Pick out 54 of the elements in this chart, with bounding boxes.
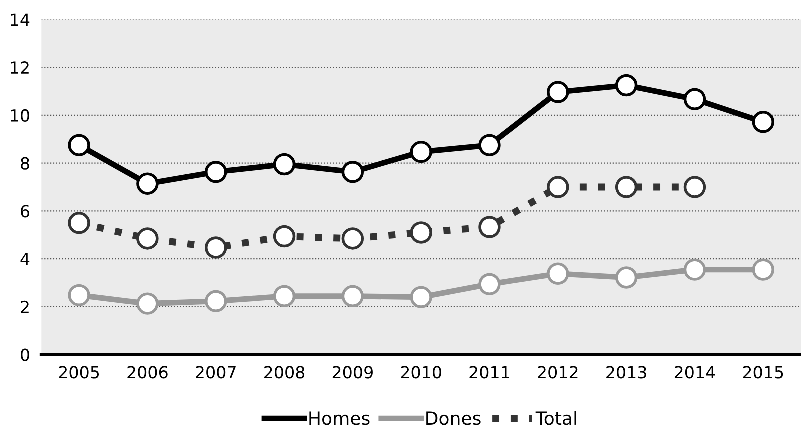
point: [68, 284, 90, 307]
point: [752, 111, 774, 134]
point: [478, 216, 501, 238]
legend-label: Total: [536, 411, 576, 426]
x-tick-label: 2009: [332, 366, 373, 379]
point: [273, 225, 296, 248]
point: [204, 290, 228, 313]
point: [204, 236, 228, 259]
y-tick-label: 6: [21, 205, 30, 218]
x-tick-label: 2014: [674, 366, 716, 379]
legend-label: Dones: [426, 412, 481, 426]
point: [136, 292, 159, 315]
point: [136, 228, 159, 250]
point: [342, 228, 364, 250]
y-tick-label: 10: [11, 109, 30, 122]
y-tick-label: 0: [21, 348, 30, 362]
x-tick-label: 2008: [264, 366, 305, 379]
point: [273, 285, 296, 308]
point: [547, 81, 570, 104]
point: [615, 266, 638, 289]
point: [342, 285, 364, 308]
point: [273, 153, 296, 176]
point: [615, 74, 638, 97]
x-tick-label: 2011: [470, 366, 510, 379]
x-tick-label: 2006: [128, 366, 168, 379]
point: [342, 161, 364, 184]
y-tick-label: 4: [20, 253, 30, 266]
point: [410, 140, 432, 164]
x-tick-label: 2013: [606, 366, 646, 379]
x-tick-label: 2015: [743, 366, 784, 379]
point: [547, 176, 570, 198]
point: [478, 134, 501, 156]
legend-label: Homes: [310, 412, 370, 426]
y-tick-label: 8: [21, 157, 30, 170]
x-tick-label: 2010: [401, 366, 442, 379]
x-tick-label: 2007: [196, 366, 236, 379]
point: [68, 134, 90, 156]
point: [684, 176, 706, 198]
y-tick-label: 12: [11, 62, 29, 74]
x-tick-label: 2012: [538, 366, 578, 379]
point: [684, 258, 706, 281]
x-tick-label: 2005: [59, 366, 100, 379]
point: [410, 286, 432, 308]
point: [68, 212, 90, 234]
point: [478, 273, 501, 296]
y-tick-label: 14: [11, 14, 30, 26]
point: [410, 222, 432, 244]
point: [547, 262, 570, 285]
point: [684, 88, 706, 111]
point: [615, 176, 638, 198]
point: [136, 172, 159, 196]
point: [204, 161, 228, 184]
point: [752, 258, 774, 281]
y-tick-label: 2: [21, 300, 29, 314]
